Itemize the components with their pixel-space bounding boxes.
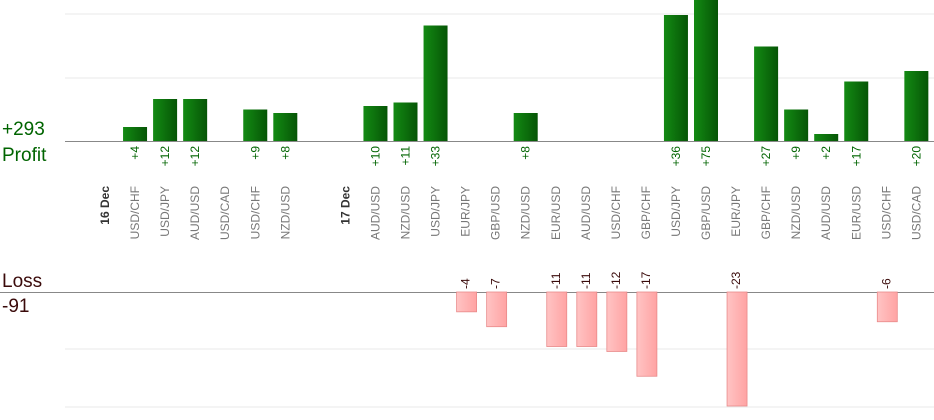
pair-label: USD/JPY	[429, 186, 443, 237]
total-profit-value: +293	[2, 119, 45, 140]
profit-value-label: +2	[819, 146, 833, 160]
profit-bar	[784, 109, 809, 141]
profit-value-label: +12	[188, 146, 202, 167]
loss-value-label: -4	[459, 278, 473, 289]
loss-bar	[576, 291, 598, 347]
profit-bar	[123, 127, 148, 141]
profit-value-label: +27	[759, 146, 773, 167]
loss-value-label: -6	[879, 278, 893, 289]
loss-value-label: -7	[489, 278, 503, 289]
profit-bar	[363, 106, 388, 141]
pair-label: EUR/JPY	[729, 186, 743, 237]
profit-value-label: +75	[699, 146, 713, 167]
profit-bar	[243, 109, 268, 141]
bars	[123, 0, 929, 407]
profit-value-label: +8	[519, 146, 533, 160]
profit-bar	[393, 102, 418, 141]
profit-bar	[904, 71, 929, 141]
pair-label: EUR/JPY	[459, 186, 473, 237]
loss-bar	[726, 291, 748, 407]
loss-bar	[876, 291, 898, 323]
profit-bar	[423, 25, 448, 141]
pair-label: NZD/USD	[789, 186, 803, 240]
labels: 16 Dec USD/CHF +4 USD/JPY +12 AUD/USD +12 USD/C…	[98, 146, 923, 289]
profit-bar	[153, 99, 178, 141]
loss-value-label: -12	[609, 271, 623, 289]
pair-label: AUD/USD	[579, 186, 593, 240]
pair-label: EUR/USD	[849, 186, 863, 240]
pair-label: USD/JPY	[158, 186, 172, 237]
loss-value-label: -23	[729, 271, 743, 289]
pair-label: USD/CHF	[128, 186, 142, 239]
pair-label: NZD/USD	[519, 186, 533, 240]
loss-title: Loss	[2, 271, 43, 292]
pair-label: AUD/USD	[188, 186, 202, 240]
pair-label: AUD/USD	[368, 186, 382, 240]
profit-value-label: +9	[789, 146, 803, 160]
profit-bar	[183, 99, 208, 141]
pair-label: USD/CHF	[879, 186, 893, 239]
profit-value-label: +9	[248, 146, 262, 160]
profit-value-label: +11	[399, 146, 413, 166]
pair-label: NZD/USD	[278, 186, 292, 240]
profit-value-label: +33	[429, 146, 443, 167]
date-label: 17 Dec	[338, 186, 352, 225]
profit-value-label: +8	[278, 146, 292, 160]
total-loss-value: -91	[2, 296, 30, 317]
profit-bar	[663, 15, 688, 141]
profit-value-label: +4	[128, 146, 142, 160]
profit-bar	[694, 0, 718, 141]
pair-label: GBP/USD	[699, 186, 713, 240]
profit-value-label: +17	[849, 146, 863, 167]
loss-value-label: -11	[549, 272, 563, 289]
loss-bar	[606, 291, 628, 352]
profit-bar	[513, 113, 538, 141]
pair-label: USD/CAD	[909, 186, 923, 240]
loss-bar	[486, 291, 508, 328]
profit-value-label: +36	[669, 146, 683, 167]
loss-value-label: -17	[639, 271, 653, 289]
date-label: 16 Dec	[98, 186, 112, 225]
profit-bar	[273, 113, 298, 141]
loss-bar	[546, 291, 568, 347]
pair-label: USD/CAD	[218, 186, 232, 240]
pair-label: GBP/USD	[489, 186, 503, 240]
pair-label: EUR/USD	[549, 186, 563, 240]
pair-label: GBP/CHF	[759, 186, 773, 239]
profit-value-label: +20	[909, 146, 923, 167]
pair-label: GBP/CHF	[639, 186, 653, 239]
profit-value-label: +12	[158, 146, 172, 167]
pair-label: NZD/USD	[399, 186, 413, 240]
loss-bar	[636, 291, 658, 377]
pair-label: USD/CHF	[609, 186, 623, 239]
profit-title: Profit	[2, 145, 47, 166]
profit-bar	[754, 46, 779, 141]
pair-label: AUD/USD	[819, 186, 833, 240]
loss-value-label: -11	[579, 272, 593, 289]
profit-bar	[844, 81, 869, 141]
profit-value-label: +10	[368, 146, 382, 167]
loss-bar	[456, 291, 478, 313]
pair-label: USD/JPY	[669, 186, 683, 237]
profit-bar	[814, 134, 839, 141]
pair-label: USD/CHF	[248, 186, 262, 239]
